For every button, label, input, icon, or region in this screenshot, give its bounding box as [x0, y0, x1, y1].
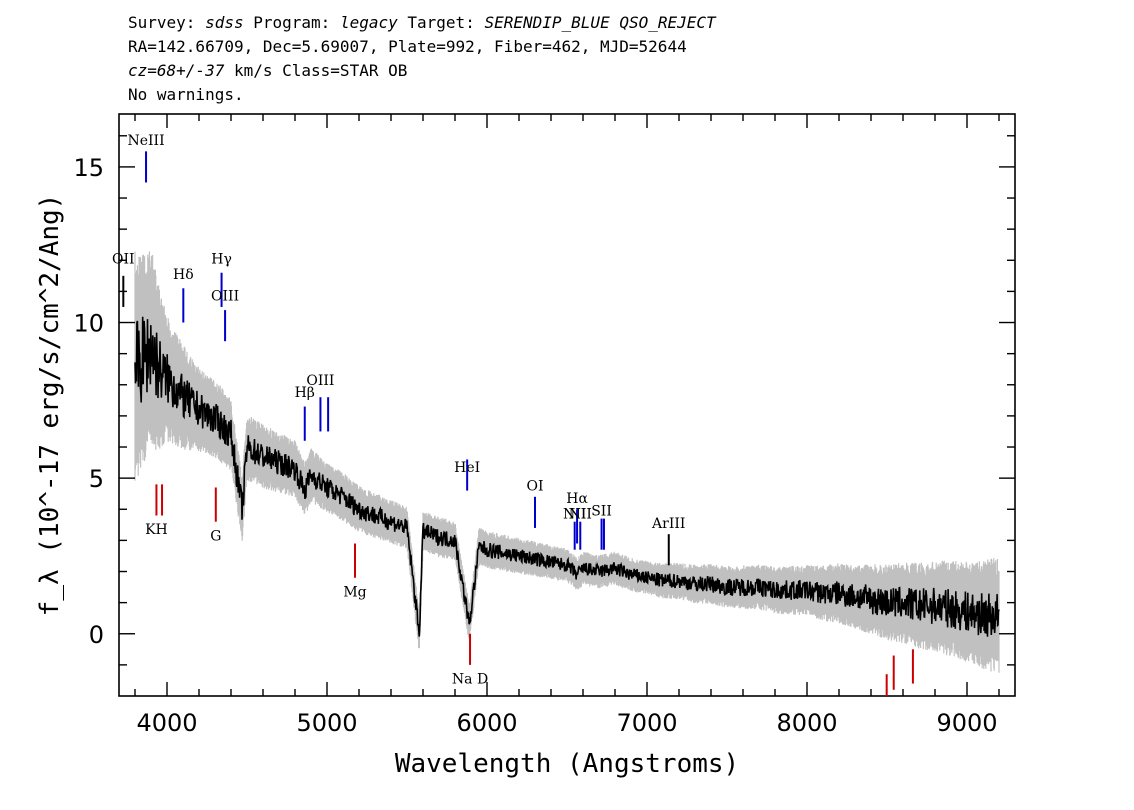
emission-line-label: OIII — [306, 373, 334, 389]
x-tick-label: 6000 — [456, 709, 517, 737]
header-line-1: Survey: sdss Program: legacy Target: SER… — [128, 14, 716, 32]
header-line-2: RA=142.66709, Dec=5.69007, Plate=992, Fi… — [128, 37, 687, 56]
emission-line-label: NII — [563, 507, 586, 523]
emission-line-label: NeIII — [127, 133, 164, 149]
plot-frame — [118, 113, 1016, 697]
emission-line-label: Hβ — [295, 385, 315, 401]
absorption-line-label: KH — [145, 522, 168, 538]
emission-line-label: OII — [112, 251, 135, 267]
target-value: SERENDIP_BLUE QSO_REJECT — [484, 13, 716, 32]
x-axis-title: Wavelength (Angstroms) — [395, 749, 739, 779]
emission-line-label: ArIII — [651, 516, 685, 532]
emission-line-label: SII — [591, 503, 612, 519]
program-label: Program: — [253, 13, 331, 32]
y-axis-title: f_λ (10^-17 erg/s/cm^2/Ang) — [35, 194, 65, 617]
x-tick-label: 8000 — [776, 709, 837, 737]
emission-line-label: NII — [569, 507, 592, 523]
emission-line-label: Hα — [566, 491, 588, 507]
emission-line-label: Hδ — [173, 267, 194, 283]
header-line-4: No warnings. — [128, 85, 244, 104]
target-label: Target: — [407, 13, 475, 32]
absorption-line-label: Mg — [343, 584, 366, 600]
flux-series-line — [134, 316, 1000, 637]
program-value: legacy — [339, 13, 398, 32]
x-tick-label: 5000 — [296, 709, 357, 737]
emission-line-label: Hγ — [211, 251, 232, 267]
emission-line-label: OI — [526, 479, 543, 495]
absorption-line-label: Na D — [452, 672, 488, 688]
header-line-3: cz=68+/-37 km/s Class=STAR OB — [128, 62, 407, 80]
survey-value: sdss — [205, 13, 244, 32]
y-tick-label: 0 — [89, 621, 104, 649]
y-tick-label: 10 — [73, 310, 104, 338]
y-tick-label: 5 — [89, 465, 104, 493]
emission-line-label: HeI — [454, 460, 480, 476]
emission-line-label: OIII — [211, 289, 239, 305]
x-tick-label: 9000 — [936, 709, 997, 737]
x-tick-label: 7000 — [616, 709, 677, 737]
y-tick-label: 15 — [73, 154, 104, 182]
x-tick-label: 4000 — [136, 709, 197, 737]
survey-label: Survey: — [128, 13, 196, 32]
class-text: km/s Class=STAR OB — [233, 61, 408, 80]
redshift-value: cz=68+/-37 — [128, 61, 225, 80]
absorption-line-label: G — [210, 528, 221, 544]
